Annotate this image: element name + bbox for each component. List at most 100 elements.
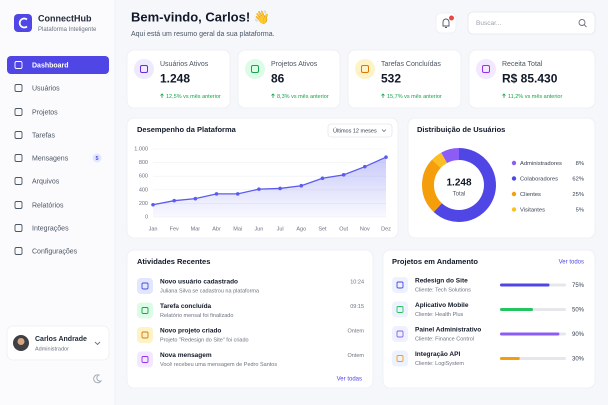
dropdown-bg <box>327 123 393 138</box>
x-tick-label: Out <box>339 226 348 232</box>
search-bg <box>467 11 596 35</box>
projects-card <box>382 249 596 389</box>
nav-label: Tarefas <box>32 132 55 139</box>
stat-icon-bg <box>245 59 265 79</box>
x-tick-label: Nov <box>360 226 370 232</box>
nav-label: Mensagens <box>32 155 69 162</box>
projects-title: Projetos em Andamento <box>392 257 478 266</box>
x-tick-label: Ago <box>296 226 306 232</box>
activity-time: Ontem <box>347 353 364 359</box>
nav-item[interactable]: Projetos <box>7 103 109 121</box>
stat-icon-bg <box>134 59 154 79</box>
stat-arrow <box>271 93 275 98</box>
stat-change: 8,3% vs mês anterior <box>277 94 329 100</box>
x-tick-label: Dez <box>381 226 391 232</box>
activity-description: Você recebeu uma mensagem de Pedro Santo… <box>160 362 277 368</box>
point <box>151 202 155 207</box>
activity-icon <box>141 356 149 363</box>
point <box>214 192 219 196</box>
activity-time: Ontem <box>347 328 364 334</box>
y-tick-label: 200 <box>139 201 148 207</box>
stat-arrow <box>502 93 506 98</box>
search-icon-handle <box>583 24 587 28</box>
nav-item[interactable]: Integrações <box>7 219 109 237</box>
point <box>320 176 325 181</box>
x-tick-label: Mai <box>233 226 242 232</box>
point <box>363 164 367 169</box>
bell-icon <box>442 18 450 28</box>
stat-change: 12,5% vs mês anterior <box>166 94 221 100</box>
theme-toggle[interactable] <box>93 374 103 384</box>
stat-icon <box>361 65 369 73</box>
stat-label: Receita Total <box>502 61 543 68</box>
page-title: Bem-vindo, Carlos! 👋 <box>131 9 270 25</box>
project-name: Aplicativo Mobile <box>415 302 469 309</box>
project-client: Cliente: Finance Control <box>415 336 474 342</box>
donut-total: 1.248 <box>446 178 471 189</box>
search-box[interactable]: Buscar... <box>467 11 596 35</box>
progress-bar <box>500 283 550 287</box>
activity-icon-bg <box>137 351 153 368</box>
activities-link[interactable]: Ver todas <box>337 377 362 383</box>
y-tick-label: 1.000 <box>134 146 148 152</box>
legend-value: 8% <box>576 161 584 167</box>
nav-item[interactable]: Arquivos <box>7 172 109 190</box>
activity-icon-bg <box>137 278 153 294</box>
x-tick-label: Jan <box>149 226 158 232</box>
nav-item[interactable]: Relatórios <box>7 196 109 214</box>
progress-label: 90% <box>572 332 585 338</box>
notifications-button[interactable] <box>435 12 457 34</box>
stat-icon-bg <box>355 59 375 79</box>
point <box>172 198 176 203</box>
progress-label: 30% <box>572 356 585 362</box>
nav-item[interactable]: Configurações <box>7 242 109 260</box>
point <box>235 192 240 196</box>
user-chevron <box>94 341 101 346</box>
stat-value: 86 <box>271 72 285 86</box>
stat-icon <box>251 65 259 73</box>
nav-item[interactable]: Tarefas <box>7 126 109 144</box>
project-icon-bg <box>392 326 408 342</box>
donut-segment <box>433 148 496 222</box>
activity-description: Projeto "Redesign do Site" foi criado <box>160 337 249 343</box>
legend-label: Clientes <box>520 192 541 198</box>
stat-value: R$ 85.430 <box>502 72 558 86</box>
activity-icon <box>141 282 149 290</box>
nav-label: Relatórios <box>32 202 64 209</box>
y-tick-label: 400 <box>139 187 148 193</box>
activity-icon-bg <box>137 302 153 319</box>
x-tick-label: Set <box>318 226 327 232</box>
nav-item[interactable]: Mensagens 5 <box>7 149 109 167</box>
nav-label: Usuários <box>32 85 60 92</box>
legend-value: 5% <box>576 207 584 213</box>
nav-item[interactable]: Usuários <box>7 79 109 97</box>
legend-dot <box>511 160 517 166</box>
period-dropdown[interactable]: Últimos 12 meses <box>327 123 393 138</box>
stat-card <box>468 49 596 109</box>
avatar-face <box>17 338 25 345</box>
stat-icon-bg <box>476 59 496 79</box>
nav-item[interactable]: Dashboard <box>7 56 109 74</box>
legend-value: 62% <box>572 176 584 182</box>
project-name: Painel Administrativo <box>415 327 481 334</box>
nav-badge-count: 5 <box>95 156 98 162</box>
projects-link[interactable]: Ver todos <box>559 260 584 266</box>
activity-title: Nova mensagem <box>160 352 212 359</box>
nav-icon <box>14 247 23 255</box>
project-icon-bg <box>392 277 408 293</box>
brand: ConnectHub <box>38 13 92 23</box>
point <box>278 186 282 191</box>
user-card[interactable]: Carlos Andrade Administrador <box>6 325 110 361</box>
y-tick-label: 0 <box>145 214 148 220</box>
page-subtitle: Aqui está um resumo geral da sua platafo… <box>131 31 275 38</box>
line <box>152 156 387 206</box>
activity-title: Tarefa concluída <box>160 303 212 310</box>
activities-card <box>126 249 374 389</box>
nav-item-bg <box>7 56 109 74</box>
activity-icon-bg <box>137 327 153 343</box>
progress-bar <box>500 332 560 336</box>
nav-badge <box>92 153 102 163</box>
donut-segment <box>432 152 448 169</box>
